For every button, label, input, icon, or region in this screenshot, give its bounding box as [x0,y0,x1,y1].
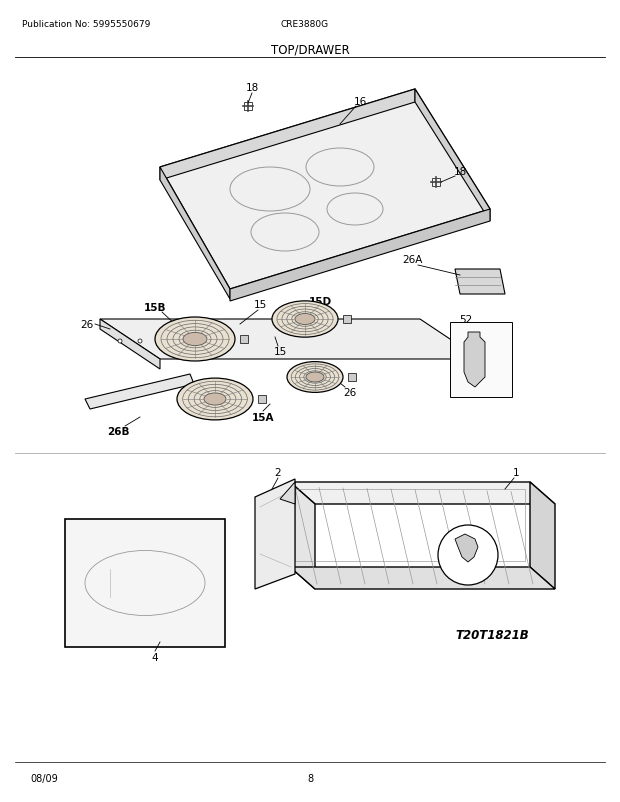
Polygon shape [160,168,230,300]
Text: 15: 15 [254,300,267,310]
Text: 4: 4 [152,652,158,662]
Polygon shape [348,374,356,382]
Polygon shape [230,210,490,302]
Ellipse shape [177,379,253,420]
Polygon shape [240,335,248,343]
Polygon shape [65,520,225,647]
Text: 52: 52 [459,314,472,325]
Polygon shape [415,90,490,221]
Text: 26: 26 [81,320,94,330]
Ellipse shape [295,314,315,325]
Text: 26B: 26B [107,427,129,436]
Polygon shape [258,395,266,403]
Text: 15A: 15A [252,412,274,423]
Ellipse shape [183,333,207,346]
Ellipse shape [138,339,142,343]
Polygon shape [450,322,512,398]
Polygon shape [85,375,194,410]
Text: Publication No: 5995550679: Publication No: 5995550679 [22,20,151,29]
Ellipse shape [272,302,338,338]
Text: 15B: 15B [144,302,166,313]
Text: 1: 1 [513,468,520,477]
Polygon shape [280,482,295,504]
Text: 08/09: 08/09 [30,773,58,783]
Polygon shape [290,482,315,589]
Text: 18: 18 [246,83,259,93]
Text: 7: 7 [480,562,486,573]
Polygon shape [455,269,505,294]
Text: 8: 8 [307,773,313,783]
Ellipse shape [155,318,235,362]
Polygon shape [255,480,295,589]
Polygon shape [290,567,555,589]
Text: 15: 15 [273,346,286,357]
Ellipse shape [287,363,343,393]
Polygon shape [160,90,490,290]
Polygon shape [290,482,555,504]
Text: CRE3880G: CRE3880G [281,20,329,29]
Polygon shape [530,482,555,589]
Text: 15D: 15D [308,297,332,306]
Text: 18: 18 [453,167,467,176]
Ellipse shape [306,373,324,383]
Text: 16: 16 [353,97,366,107]
Polygon shape [160,90,415,180]
Text: 26A: 26A [402,255,422,265]
Polygon shape [455,534,478,562]
Text: T20T1821B: T20T1821B [455,629,529,642]
Polygon shape [464,333,485,387]
Text: 2: 2 [275,468,281,477]
Polygon shape [100,320,480,359]
Ellipse shape [204,394,226,406]
Ellipse shape [438,525,498,585]
Polygon shape [343,316,351,323]
Text: TOP/DRAWER: TOP/DRAWER [270,43,350,56]
Ellipse shape [118,339,122,343]
Polygon shape [100,320,160,370]
Text: 26: 26 [343,387,356,398]
